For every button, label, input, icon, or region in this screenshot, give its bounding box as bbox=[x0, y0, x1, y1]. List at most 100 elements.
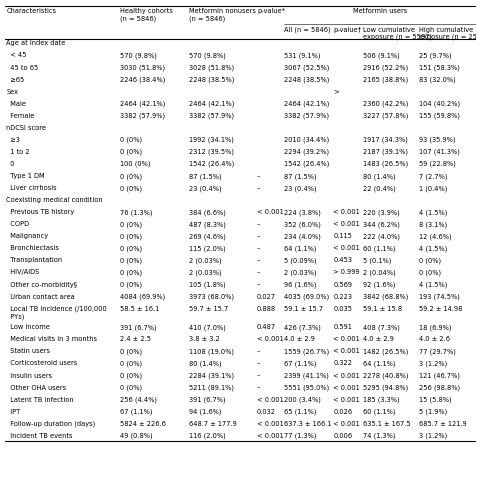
Text: > 0.999: > 0.999 bbox=[333, 269, 359, 275]
Text: 116 (2.0%): 116 (2.0%) bbox=[188, 432, 225, 438]
Text: 2246 (38.4%): 2246 (38.4%) bbox=[120, 77, 165, 83]
Text: 3.8 ± 3.2: 3.8 ± 3.2 bbox=[188, 336, 219, 342]
Text: 0 (0%): 0 (0%) bbox=[120, 245, 142, 252]
Text: 0.888: 0.888 bbox=[256, 305, 276, 311]
Text: 0.006: 0.006 bbox=[333, 432, 352, 438]
Text: 67 (1.1%): 67 (1.1%) bbox=[120, 408, 153, 414]
Text: 0 (0%): 0 (0%) bbox=[418, 257, 440, 264]
Text: 2 (0.03%): 2 (0.03%) bbox=[188, 269, 221, 276]
Text: 1 to 2: 1 to 2 bbox=[6, 149, 30, 155]
Text: 3067 (52.5%): 3067 (52.5%) bbox=[284, 65, 329, 71]
Text: 3382 (57.9%): 3382 (57.9%) bbox=[120, 113, 165, 119]
Text: 107 (41.3%): 107 (41.3%) bbox=[418, 149, 458, 155]
Text: Medical visits in 3 months: Medical visits in 3 months bbox=[6, 336, 97, 342]
Text: 408 (7.3%): 408 (7.3%) bbox=[362, 324, 398, 330]
Text: < 0.001: < 0.001 bbox=[256, 420, 283, 426]
Text: 185 (3.3%): 185 (3.3%) bbox=[362, 396, 398, 402]
Text: Age at index date: Age at index date bbox=[6, 41, 65, 47]
Text: 256 (98.8%): 256 (98.8%) bbox=[418, 384, 459, 390]
Text: Urban contact area: Urban contact area bbox=[6, 293, 75, 299]
Text: 0 (0%): 0 (0%) bbox=[418, 269, 440, 276]
Text: 391 (6.7%): 391 (6.7%) bbox=[120, 324, 156, 330]
Text: Other OHA users: Other OHA users bbox=[6, 384, 66, 390]
Text: Malignancy: Malignancy bbox=[6, 233, 48, 239]
Text: 0.032: 0.032 bbox=[256, 408, 276, 414]
Text: 92 (1.6%): 92 (1.6%) bbox=[362, 281, 394, 288]
Text: 222 (4.0%): 222 (4.0%) bbox=[362, 233, 399, 239]
Text: 45 to 65: 45 to 65 bbox=[6, 65, 38, 71]
Text: –: – bbox=[256, 348, 260, 354]
Text: 83 (32.0%): 83 (32.0%) bbox=[418, 77, 455, 83]
Text: < 0.001: < 0.001 bbox=[333, 348, 360, 354]
Text: 104 (40.2%): 104 (40.2%) bbox=[418, 101, 459, 107]
Text: COPD: COPD bbox=[6, 221, 29, 227]
Text: 67 (1.1%): 67 (1.1%) bbox=[284, 360, 316, 366]
Text: 64 (1.1%): 64 (1.1%) bbox=[284, 245, 316, 252]
Text: 2187 (39.1%): 2187 (39.1%) bbox=[362, 149, 407, 155]
Text: 0 (0%): 0 (0%) bbox=[120, 137, 142, 143]
Text: Statin users: Statin users bbox=[6, 348, 50, 354]
Text: 2916 (52.2%): 2916 (52.2%) bbox=[362, 65, 407, 71]
Text: nDCSI score: nDCSI score bbox=[6, 125, 46, 131]
Text: 0.115: 0.115 bbox=[333, 233, 351, 239]
Text: 0.027: 0.027 bbox=[256, 293, 276, 299]
Text: 2312 (39.5%): 2312 (39.5%) bbox=[188, 149, 233, 155]
Text: 4 (1.5%): 4 (1.5%) bbox=[418, 209, 446, 215]
Text: 2464 (42.1%): 2464 (42.1%) bbox=[284, 101, 329, 107]
Text: 1559 (26.7%): 1559 (26.7%) bbox=[284, 348, 329, 354]
Text: 3028 (51.8%): 3028 (51.8%) bbox=[188, 65, 233, 71]
Text: 23 (0.4%): 23 (0.4%) bbox=[284, 185, 316, 191]
Text: 4.0 ± 2.9: 4.0 ± 2.9 bbox=[284, 336, 314, 342]
Text: 2278 (40.8%): 2278 (40.8%) bbox=[362, 372, 407, 378]
Text: 59.2 ± 14.98: 59.2 ± 14.98 bbox=[418, 305, 461, 311]
Text: All (n = 5846): All (n = 5846) bbox=[284, 27, 330, 33]
Text: Male: Male bbox=[6, 101, 26, 107]
Text: 220 (3.9%): 220 (3.9%) bbox=[362, 209, 398, 215]
Text: 0 (0%): 0 (0%) bbox=[120, 257, 142, 264]
Text: 2464 (42.1%): 2464 (42.1%) bbox=[188, 101, 234, 107]
Text: Characteristics: Characteristics bbox=[6, 9, 56, 15]
Text: 18 (6.9%): 18 (6.9%) bbox=[418, 324, 450, 330]
Text: 0 (0%): 0 (0%) bbox=[120, 185, 142, 191]
Text: Insulin users: Insulin users bbox=[6, 372, 52, 378]
Text: Follow-up duration (days): Follow-up duration (days) bbox=[6, 420, 95, 426]
Text: 74 (1.3%): 74 (1.3%) bbox=[362, 432, 394, 438]
Text: High cumulative
exposure (n = 259): High cumulative exposure (n = 259) bbox=[418, 27, 480, 40]
Text: 391 (6.7%): 391 (6.7%) bbox=[188, 396, 225, 402]
Text: 2.4 ± 2.5: 2.4 ± 2.5 bbox=[120, 336, 151, 342]
Text: 1542 (26.4%): 1542 (26.4%) bbox=[284, 161, 329, 167]
Text: 80 (1.4%): 80 (1.4%) bbox=[188, 360, 221, 366]
Text: 87 (1.5%): 87 (1.5%) bbox=[284, 173, 316, 179]
Text: Liver cirrhosis: Liver cirrhosis bbox=[6, 185, 57, 191]
Text: –: – bbox=[256, 360, 260, 366]
Text: 4.0 ± 2.9: 4.0 ± 2.9 bbox=[362, 336, 393, 342]
Text: –: – bbox=[256, 384, 260, 390]
Text: < 0.001: < 0.001 bbox=[333, 221, 360, 227]
Text: 76 (1.3%): 76 (1.3%) bbox=[120, 209, 153, 215]
Text: 94 (1.6%): 94 (1.6%) bbox=[188, 408, 221, 414]
Text: 77 (1.3%): 77 (1.3%) bbox=[284, 432, 316, 438]
Text: 224 (3.8%): 224 (3.8%) bbox=[284, 209, 321, 215]
Text: 384 (6.6%): 384 (6.6%) bbox=[188, 209, 225, 215]
Text: 3 (1.2%): 3 (1.2%) bbox=[418, 432, 446, 438]
Text: 0.487: 0.487 bbox=[256, 324, 276, 330]
Text: 96 (1.6%): 96 (1.6%) bbox=[284, 281, 316, 288]
Text: IPT: IPT bbox=[6, 408, 21, 414]
Text: Sex: Sex bbox=[6, 89, 18, 95]
Text: < 0.001: < 0.001 bbox=[333, 245, 360, 251]
Text: 1483 (26.5%): 1483 (26.5%) bbox=[362, 161, 407, 167]
Text: Type 1 DM: Type 1 DM bbox=[6, 173, 45, 179]
Text: 2464 (42.1%): 2464 (42.1%) bbox=[120, 101, 165, 107]
Text: –: – bbox=[256, 221, 260, 227]
Text: 2 (0.03%): 2 (0.03%) bbox=[188, 257, 221, 264]
Text: 0.453: 0.453 bbox=[333, 257, 352, 263]
Text: 15 (5.8%): 15 (5.8%) bbox=[418, 396, 450, 402]
Text: 0 (0%): 0 (0%) bbox=[120, 221, 142, 227]
Text: 269 (4.6%): 269 (4.6%) bbox=[188, 233, 225, 239]
Text: Latent TB infection: Latent TB infection bbox=[6, 396, 74, 402]
Text: 0 (0%): 0 (0%) bbox=[120, 372, 142, 378]
Text: 23 (0.4%): 23 (0.4%) bbox=[188, 185, 221, 191]
Text: 12 (4.6%): 12 (4.6%) bbox=[418, 233, 450, 239]
Text: Previous TB history: Previous TB history bbox=[6, 209, 74, 215]
Text: 344 (6.2%): 344 (6.2%) bbox=[362, 221, 398, 227]
